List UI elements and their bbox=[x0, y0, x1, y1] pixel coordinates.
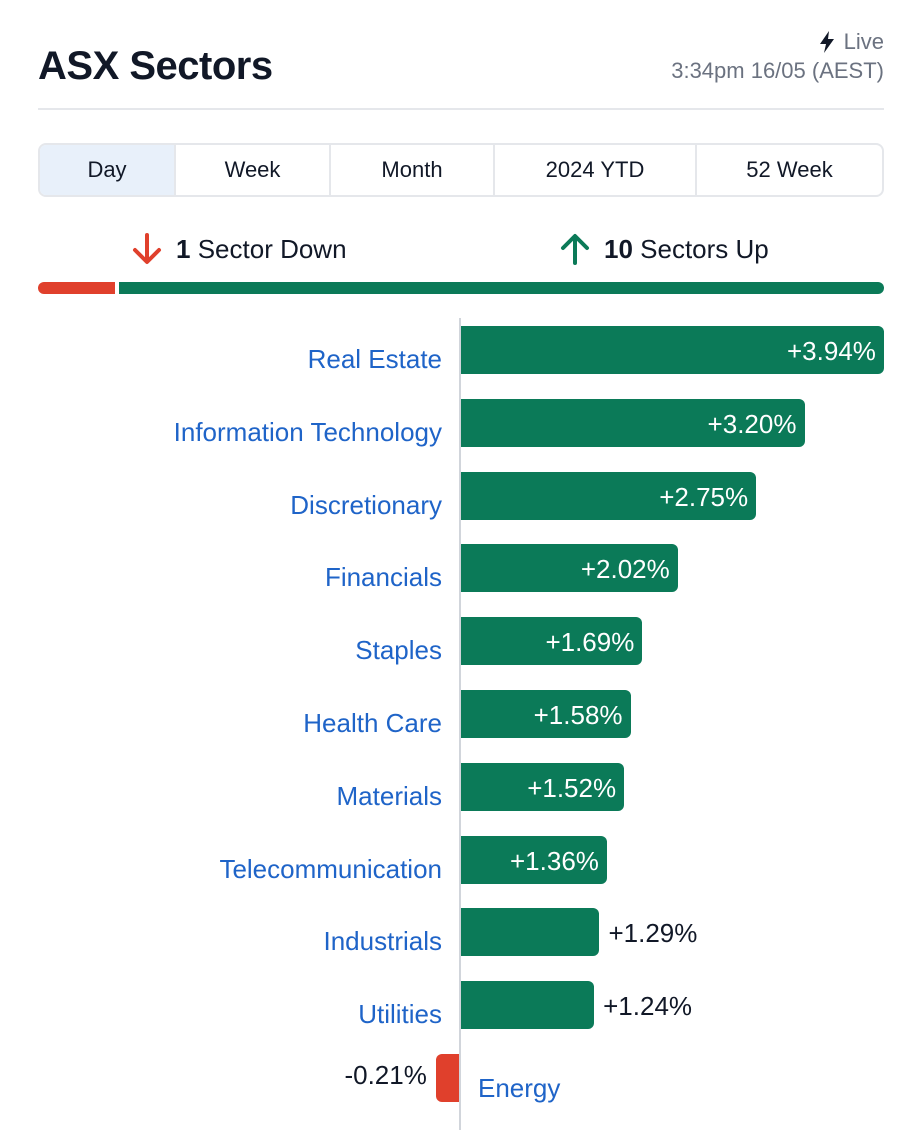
breadth-bar-down bbox=[38, 282, 115, 294]
bar-industrials[interactable] bbox=[461, 908, 600, 957]
value-label-financials: +2.02% bbox=[580, 554, 670, 585]
breadth-bar bbox=[38, 282, 884, 294]
bar-discretionary[interactable] bbox=[461, 471, 757, 520]
value-label-information-technology: +3.20% bbox=[707, 408, 797, 439]
sectors-down-text: 1 Sector Down bbox=[176, 234, 347, 265]
bar-staples[interactable] bbox=[461, 617, 643, 666]
sector-label-energy[interactable]: Energy bbox=[478, 1073, 561, 1103]
value-label-real-estate: +3.94% bbox=[787, 336, 876, 366]
lightning-bolt-icon bbox=[819, 31, 834, 53]
bar-telecommunication[interactable] bbox=[461, 835, 607, 884]
bar-energy[interactable] bbox=[436, 1054, 459, 1102]
bar-information-technology[interactable] bbox=[461, 398, 805, 447]
sectors-up-label: Sectors Up bbox=[640, 233, 769, 264]
value-label-industrials: +1.29% bbox=[608, 918, 698, 949]
sector-label-discretionary[interactable]: Discretionary bbox=[290, 489, 442, 520]
sector-summary: 1 Sector Down 10 Sectors Up bbox=[0, 228, 922, 272]
sectors-up-count: 10 bbox=[604, 233, 633, 264]
period-tabs: Day Week Month 2024 YTD 52 Week bbox=[38, 143, 884, 197]
sectors-down: 1 Sector Down bbox=[130, 232, 347, 266]
value-label-health-care: +1.58% bbox=[533, 700, 623, 730]
tab-2024-ytd[interactable]: 2024 YTD bbox=[495, 145, 697, 195]
header-divider bbox=[38, 108, 884, 110]
tab-month[interactable]: Month bbox=[331, 145, 495, 195]
live-status: Live 3:34pm 16/05 (AEST) bbox=[671, 28, 884, 84]
tab-52-week[interactable]: 52 Week bbox=[746, 157, 833, 182]
bar-materials[interactable] bbox=[461, 762, 625, 811]
arrow-down-icon bbox=[133, 233, 161, 264]
bar-financials[interactable] bbox=[461, 544, 678, 593]
tab-week[interactable]: Week bbox=[176, 145, 331, 195]
zero-axis bbox=[459, 318, 461, 1130]
breadth-bar-up bbox=[119, 282, 884, 294]
sectors-down-count: 1 bbox=[176, 233, 191, 264]
sector-label-industrials[interactable]: Industrials bbox=[323, 926, 443, 957]
page-title: ASX Sectors bbox=[38, 44, 273, 88]
sector-label-telecommunication[interactable]: Telecommunication bbox=[219, 853, 442, 884]
value-label-telecommunication: +1.36% bbox=[510, 845, 599, 876]
value-label-energy: -0.21% bbox=[344, 1060, 427, 1090]
sectors-up: 10 Sectors Up bbox=[558, 232, 769, 266]
value-label-staples: +1.69% bbox=[545, 627, 635, 658]
sector-label-utilities[interactable]: Utilities bbox=[358, 999, 442, 1030]
value-label-utilities: +1.24% bbox=[603, 991, 693, 1022]
bar-real-estate[interactable] bbox=[461, 326, 884, 374]
sector-label-information-technology[interactable]: Information Technology bbox=[173, 416, 442, 447]
live-label: Live bbox=[843, 29, 884, 54]
sectors-down-label: Sector Down bbox=[197, 233, 347, 264]
value-label-discretionary: +2.75% bbox=[659, 481, 749, 512]
sector-label-staples[interactable]: Staples bbox=[355, 635, 442, 666]
tab-day[interactable]: Day bbox=[40, 145, 176, 195]
sector-label-health-care[interactable]: Health Care bbox=[303, 708, 442, 738]
value-label-materials: +1.52% bbox=[527, 772, 617, 803]
sector-label-financials[interactable]: Financials bbox=[324, 562, 442, 593]
sectors-up-text: 10 Sectors Up bbox=[604, 234, 769, 265]
bar-health-care[interactable] bbox=[461, 690, 631, 738]
sector-label-real-estate[interactable]: Real Estate bbox=[307, 344, 442, 374]
bar-utilities[interactable] bbox=[461, 981, 595, 1030]
arrow-up-icon bbox=[561, 234, 589, 265]
sector-label-materials[interactable]: Materials bbox=[336, 780, 442, 811]
timestamp: 3:34pm 16/05 (AEST) bbox=[671, 58, 884, 83]
